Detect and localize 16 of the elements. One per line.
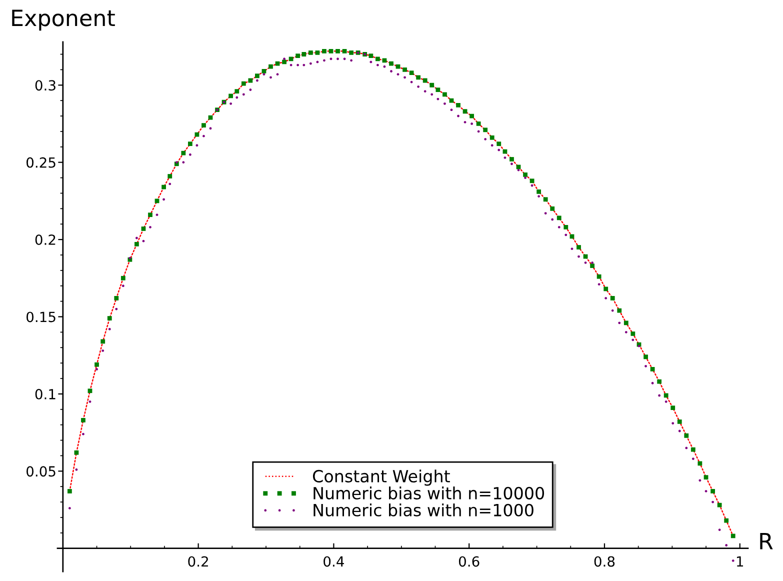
y-tick-label: 0.2 [35, 234, 56, 246]
x-tick-label: 0.8 [594, 556, 615, 567]
y-tick-label: 0.25 [26, 157, 56, 168]
x-tick-label: 0.6 [458, 556, 480, 567]
y-axis-title: Exponent [12, 10, 115, 31]
legend-label: Numeric bias with n=10000 [314, 486, 544, 500]
legend-label: Numeric bias with n=1000 [314, 504, 534, 516]
y-tick-label: 0.1 [35, 388, 56, 400]
x-tick-label: 1 [736, 556, 744, 567]
y-tick-label: 0.05 [26, 466, 56, 477]
x-tick-label: 0.2 [188, 556, 208, 567]
x-axis-title: R [760, 533, 773, 550]
x-tick-label: 0.4 [324, 556, 344, 567]
legend-label: Constant Weight [312, 470, 450, 486]
y-tick-label: 0.15 [26, 312, 56, 322]
y-tick-label: 0.3 [35, 80, 56, 91]
